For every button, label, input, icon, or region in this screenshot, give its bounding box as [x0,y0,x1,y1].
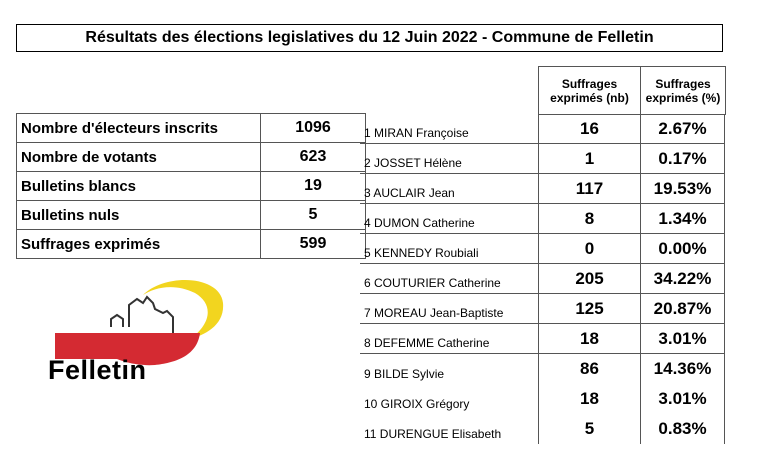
summary-row: Bulletins blancs 19 [16,171,366,201]
summary-value: 599 [260,229,366,259]
summary-row: Nombre d'électeurs inscrits 1096 [16,113,366,143]
summary-row: Nombre de votants 623 [16,142,366,172]
candidates-table: 1 MIRAN Françoise 16 2.67% 2 JOSSET Hélè… [360,114,726,444]
candidate-votes: 117 [538,174,640,204]
candidate-votes: 0 [538,234,640,264]
candidate-percent: 3.01% [640,384,725,414]
page-title: Résultats des élections legislatives du … [16,24,723,52]
summary-table: Nombre d'électeurs inscrits 1096 Nombre … [16,113,366,259]
candidate-row: 3 AUCLAIR Jean 117 19.53% [360,174,726,204]
candidate-name: 7 MOREAU Jean-Baptiste [360,294,538,324]
candidate-votes: 205 [538,264,640,294]
summary-value: 1096 [260,113,366,143]
candidate-row: 2 JOSSET Hélène 1 0.17% [360,144,726,174]
logo-text: Felletin [48,355,147,385]
logo-red-band-icon [55,333,200,366]
logo-yellow-arc-icon [143,280,224,339]
candidate-votes: 1 [538,144,640,174]
summary-value: 623 [260,142,366,172]
candidate-percent: 14.36% [640,354,725,384]
candidate-name: 6 COUTURIER Catherine [360,264,538,294]
candidate-votes: 18 [538,324,640,354]
header-suffrages-nb: Suffrages exprimés (nb) [538,66,641,115]
candidate-percent: 20.87% [640,294,725,324]
candidate-row: 5 KENNEDY Roubiali 0 0.00% [360,234,726,264]
candidate-name: 1 MIRAN Françoise [360,114,538,144]
candidate-row: 4 DUMON Catherine 8 1.34% [360,204,726,234]
candidate-name: 8 DEFEMME Catherine [360,324,538,354]
candidate-row: 9 BILDE Sylvie 86 14.36% [360,354,726,384]
summary-value: 19 [260,171,366,201]
candidate-row: 7 MOREAU Jean-Baptiste 125 20.87% [360,294,726,324]
summary-value: 5 [260,200,366,230]
summary-label: Suffrages exprimés [16,229,261,259]
results-header: Suffrages exprimés (nb) Suffrages exprim… [538,66,726,115]
candidate-percent: 1.34% [640,204,725,234]
candidate-name: 3 AUCLAIR Jean [360,174,538,204]
candidate-row: 11 DURENGUE Elisabeth 5 0.83% [360,414,726,444]
candidate-name: 10 GIROIX Grégory [364,397,470,411]
candidate-votes: 5 [538,414,640,444]
candidate-percent: 3.01% [640,324,725,354]
candidate-name: 9 BILDE Sylvie [364,367,445,381]
summary-row: Suffrages exprimés 599 [16,229,366,259]
candidate-name: 2 JOSSET Hélène [360,144,538,174]
summary-row: Bulletins nuls 5 [16,200,366,230]
candidate-percent: 34.22% [640,264,725,294]
candidate-name: 4 DUMON Catherine [360,204,538,234]
summary-label: Nombre d'électeurs inscrits [16,113,261,143]
felletin-logo [55,280,224,366]
candidate-votes: 16 [538,114,640,144]
candidate-percent: 0.83% [640,414,725,444]
summary-label: Bulletins nuls [16,200,261,230]
candidate-row: 8 DEFEMME Catherine 18 3.01% [360,324,726,354]
candidate-row: 1 MIRAN Françoise 16 2.67% [360,114,726,144]
candidate-percent: 0.17% [640,144,725,174]
candidate-votes: 18 [538,384,640,414]
summary-label: Bulletins blancs [16,171,261,201]
candidate-row: 6 COUTURIER Catherine 205 34.22% [360,264,726,294]
candidate-votes: 86 [538,354,640,384]
candidate-votes: 8 [538,204,640,234]
candidate-row: 10 GIROIX Grégory 18 3.01% [360,384,726,414]
candidate-name: 11 DURENGUE Elisabeth [364,427,502,441]
candidate-name: 5 KENNEDY Roubiali [360,234,538,264]
summary-label: Nombre de votants [16,142,261,172]
candidate-votes: 125 [538,294,640,324]
candidate-percent: 2.67% [640,114,725,144]
logo-town-outline-icon [110,295,174,333]
candidate-percent: 19.53% [640,174,725,204]
header-suffrages-pct: Suffrages exprimés (%) [640,66,726,115]
candidate-percent: 0.00% [640,234,725,264]
